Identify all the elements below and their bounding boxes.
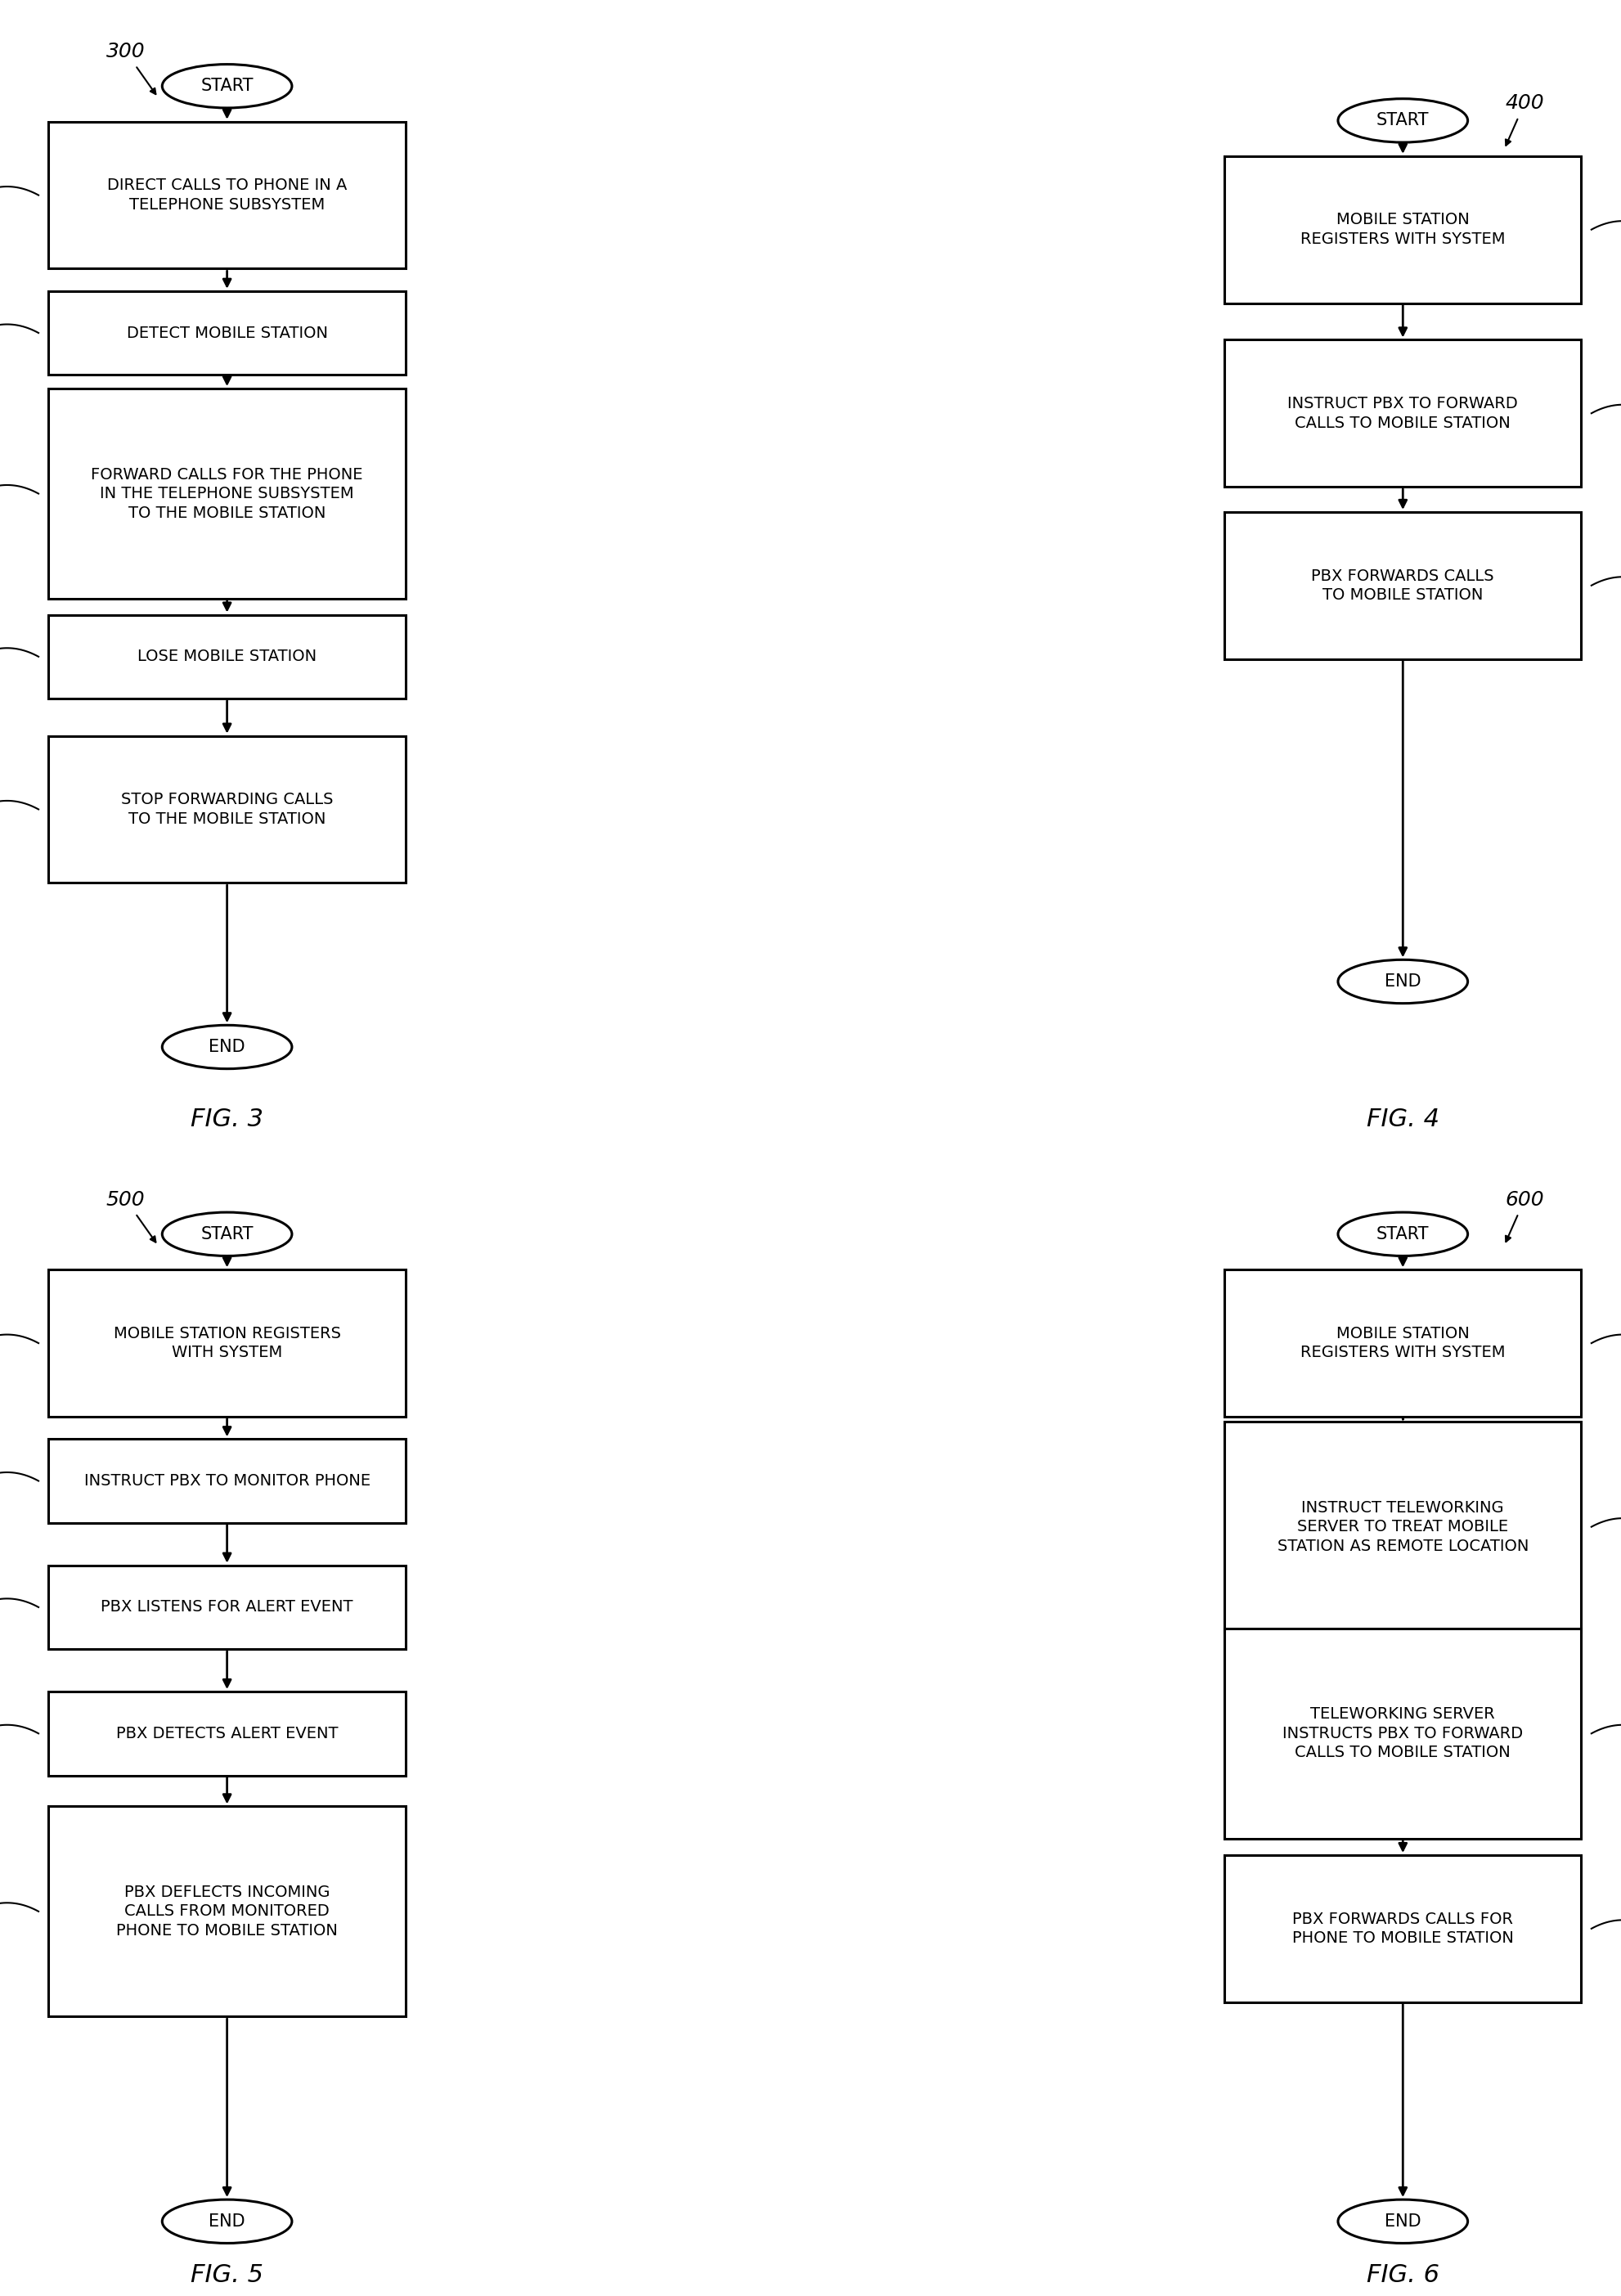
Text: START: START [201, 1226, 253, 1242]
Text: FORWARD CALLS FOR THE PHONE
IN THE TELEPHONE SUBSYSTEM
TO THE MOBILE STATION: FORWARD CALLS FOR THE PHONE IN THE TELEP… [91, 466, 363, 521]
Text: 400: 400 [1504, 94, 1543, 113]
Text: INSTRUCT TELEWORKING
SERVER TO TREAT MOBILE
STATION AS REMOTE LOCATION: INSTRUCT TELEWORKING SERVER TO TREAT MOB… [1276, 1499, 1529, 1554]
Ellipse shape [1337, 1212, 1467, 1256]
Text: TELEWORKING SERVER
INSTRUCTS PBX TO FORWARD
CALLS TO MOBILE STATION: TELEWORKING SERVER INSTRUCTS PBX TO FORW… [1282, 1706, 1522, 1761]
Text: MOBILE STATION
REGISTERS WITH SYSTEM: MOBILE STATION REGISTERS WITH SYSTEM [1300, 1325, 1504, 1362]
Text: DETECT MOBILE STATION: DETECT MOBILE STATION [126, 326, 327, 340]
FancyBboxPatch shape [1224, 1270, 1580, 1417]
FancyBboxPatch shape [49, 1270, 405, 1417]
Text: PBX FORWARDS CALLS FOR
PHONE TO MOBILE STATION: PBX FORWARDS CALLS FOR PHONE TO MOBILE S… [1292, 1910, 1512, 1947]
FancyBboxPatch shape [49, 1440, 405, 1522]
FancyBboxPatch shape [49, 1807, 405, 2016]
Text: FIG. 4: FIG. 4 [1367, 1107, 1438, 1132]
FancyBboxPatch shape [1224, 1628, 1580, 1839]
FancyBboxPatch shape [1224, 1855, 1580, 2002]
Ellipse shape [162, 64, 292, 108]
Ellipse shape [162, 1024, 292, 1070]
FancyBboxPatch shape [1224, 1421, 1580, 1632]
FancyBboxPatch shape [49, 292, 405, 374]
Text: INSTRUCT PBX TO FORWARD
CALLS TO MOBILE STATION: INSTRUCT PBX TO FORWARD CALLS TO MOBILE … [1287, 395, 1517, 432]
FancyBboxPatch shape [49, 388, 405, 599]
Text: MOBILE STATION REGISTERS
WITH SYSTEM: MOBILE STATION REGISTERS WITH SYSTEM [113, 1325, 340, 1362]
Text: FIG. 6: FIG. 6 [1367, 2264, 1438, 2287]
Text: PBX LISTENS FOR ALERT EVENT: PBX LISTENS FOR ALERT EVENT [101, 1600, 353, 1614]
Ellipse shape [162, 2200, 292, 2243]
Text: END: END [209, 2213, 245, 2229]
Text: START: START [1376, 113, 1428, 129]
Text: PBX FORWARDS CALLS
TO MOBILE STATION: PBX FORWARDS CALLS TO MOBILE STATION [1311, 567, 1493, 604]
Text: 500: 500 [105, 1189, 146, 1210]
Text: FIG. 5: FIG. 5 [191, 2264, 263, 2287]
Text: END: END [1384, 974, 1420, 990]
Text: LOSE MOBILE STATION: LOSE MOBILE STATION [138, 650, 316, 664]
FancyBboxPatch shape [49, 737, 405, 884]
Text: DIRECT CALLS TO PHONE IN A
TELEPHONE SUBSYSTEM: DIRECT CALLS TO PHONE IN A TELEPHONE SUB… [107, 177, 347, 214]
FancyBboxPatch shape [49, 1692, 405, 1775]
Ellipse shape [1337, 960, 1467, 1003]
Text: MOBILE STATION
REGISTERS WITH SYSTEM: MOBILE STATION REGISTERS WITH SYSTEM [1300, 211, 1504, 248]
FancyBboxPatch shape [49, 615, 405, 698]
Ellipse shape [162, 1212, 292, 1256]
Ellipse shape [1337, 2200, 1467, 2243]
Text: 300: 300 [105, 41, 146, 62]
Text: START: START [1376, 1226, 1428, 1242]
Text: STOP FORWARDING CALLS
TO THE MOBILE STATION: STOP FORWARDING CALLS TO THE MOBILE STAT… [122, 792, 332, 827]
FancyBboxPatch shape [1224, 156, 1580, 303]
Text: PBX DETECTS ALERT EVENT: PBX DETECTS ALERT EVENT [117, 1727, 337, 1740]
Text: INSTRUCT PBX TO MONITOR PHONE: INSTRUCT PBX TO MONITOR PHONE [84, 1474, 370, 1488]
Text: 600: 600 [1504, 1189, 1543, 1210]
Ellipse shape [1337, 99, 1467, 142]
Text: FIG. 3: FIG. 3 [191, 1107, 263, 1132]
FancyBboxPatch shape [1224, 340, 1580, 487]
FancyBboxPatch shape [49, 122, 405, 269]
Text: END: END [1384, 2213, 1420, 2229]
Text: START: START [201, 78, 253, 94]
FancyBboxPatch shape [1224, 512, 1580, 659]
FancyBboxPatch shape [49, 1566, 405, 1649]
Text: PBX DEFLECTS INCOMING
CALLS FROM MONITORED
PHONE TO MOBILE STATION: PBX DEFLECTS INCOMING CALLS FROM MONITOR… [117, 1885, 337, 1938]
Text: END: END [209, 1038, 245, 1056]
